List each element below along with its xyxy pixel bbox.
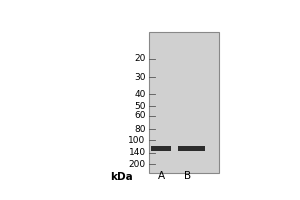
Text: kDa: kDa bbox=[110, 172, 133, 182]
Text: 40: 40 bbox=[134, 90, 146, 99]
Text: 30: 30 bbox=[134, 73, 146, 82]
Text: 200: 200 bbox=[128, 160, 146, 169]
Bar bbox=[149, 32, 219, 173]
Text: 140: 140 bbox=[128, 148, 146, 157]
Text: 20: 20 bbox=[134, 54, 146, 63]
Text: 80: 80 bbox=[134, 125, 146, 134]
Text: A: A bbox=[158, 171, 166, 181]
Bar bbox=[152, 146, 171, 151]
Text: 50: 50 bbox=[134, 102, 146, 111]
Bar bbox=[178, 146, 205, 151]
Text: 60: 60 bbox=[134, 111, 146, 120]
Text: B: B bbox=[184, 171, 191, 181]
Text: 100: 100 bbox=[128, 136, 146, 145]
